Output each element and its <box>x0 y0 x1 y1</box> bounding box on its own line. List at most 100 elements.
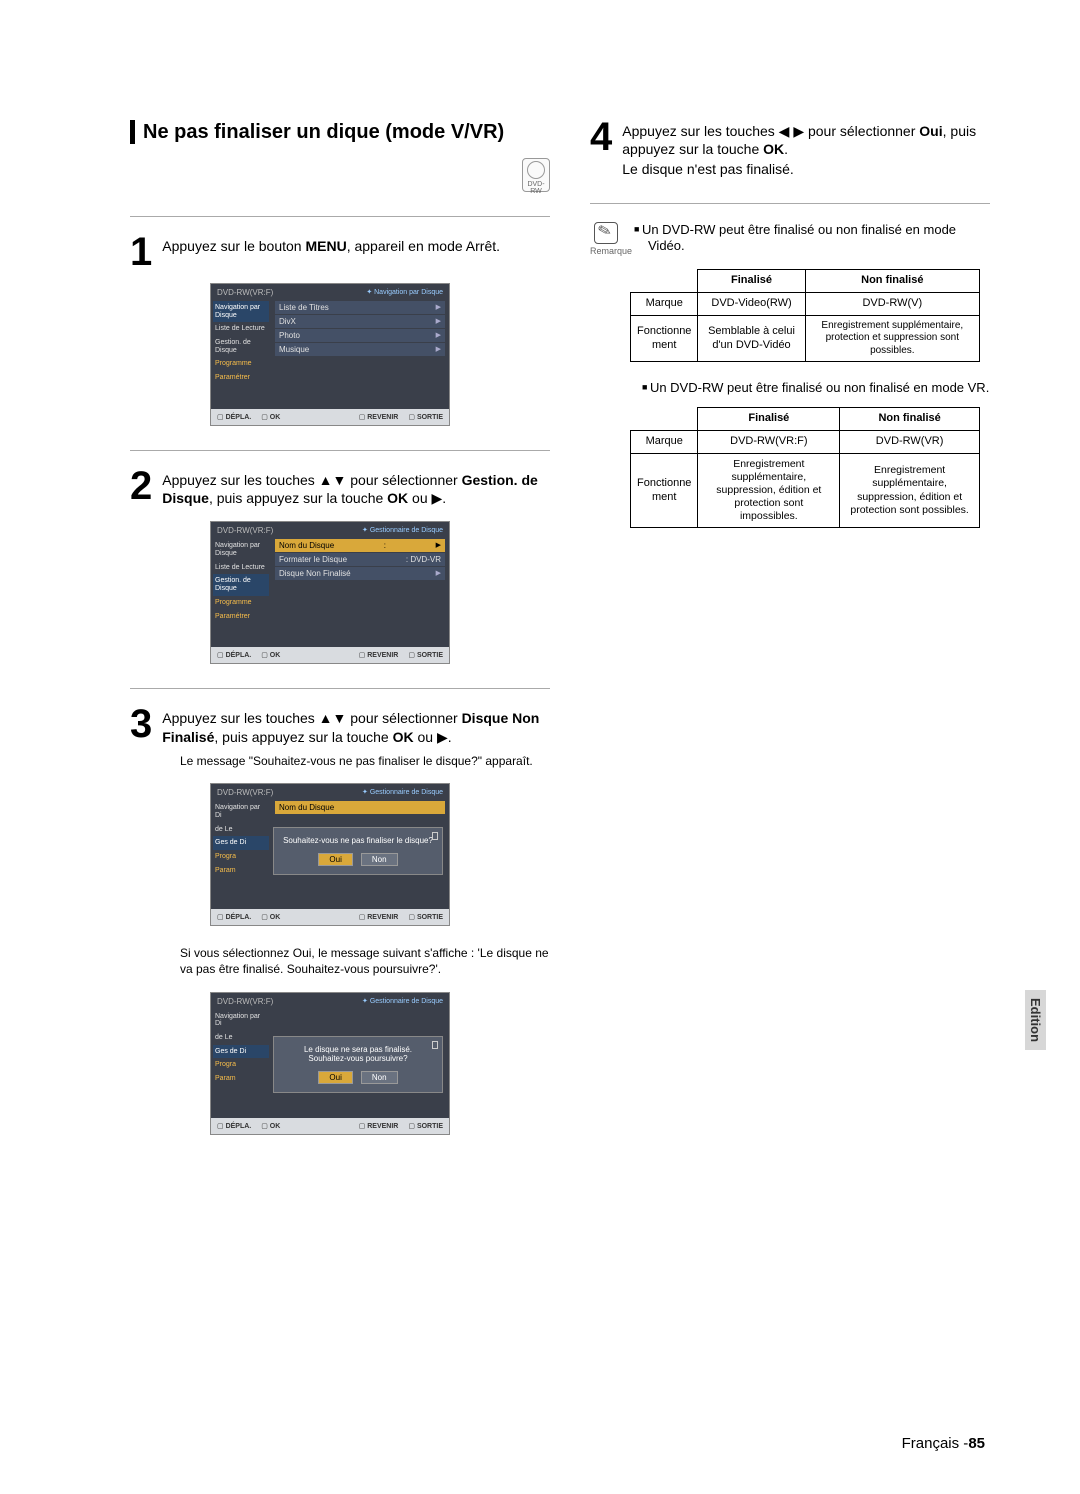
step-3-sub: Le message "Souhaitez-vous ne pas finali… <box>180 754 550 770</box>
sb-item: Gestion. de Disque <box>213 574 269 595</box>
osd-dialog: Souhaitez-vous ne pas finaliser le disqu… <box>273 827 443 875</box>
btn-non: Non <box>361 853 398 866</box>
title-text: Ne pas finaliser un dique (mode V/VR) <box>143 120 504 144</box>
sb-item: Liste de Lecture <box>213 561 269 575</box>
txt-bold: MENU <box>305 238 346 254</box>
td: Enregistrement supplémen­taire, suppress… <box>840 453 980 528</box>
sb-item: Paramétrer <box>213 610 269 624</box>
sb-item: Navigation par Disque <box>213 539 269 560</box>
sb-item: de Le <box>213 1031 269 1045</box>
sb-item: Navigation par Di <box>213 801 269 822</box>
sb-item: de Le <box>213 823 269 837</box>
step-number: 3 <box>130 707 152 745</box>
osd-screenshot-1: DVD-RW(VR:F) ✦ Navigation par Disque Navi… <box>210 283 450 426</box>
disc-label: DVD-RW <box>527 181 544 195</box>
separator <box>130 450 550 451</box>
note-icon: Remarque <box>590 222 622 256</box>
th: Non finalisé <box>840 408 980 431</box>
sb-item: Param <box>213 1072 269 1086</box>
td: DVD-RW(VR:F) <box>698 430 840 453</box>
sb-item: Progra <box>213 850 269 864</box>
txt: , appareil en mode Arrêt. <box>347 238 500 254</box>
sb-item: Param <box>213 864 269 878</box>
note-2: Un DVD-RW peut être finalisé ou non fina… <box>642 380 990 397</box>
separator <box>590 203 990 204</box>
step-number: 2 <box>130 469 152 507</box>
osd-sidebar: Navigation par Disque Liste de Lecture G… <box>211 299 271 409</box>
step-3: 3 Appuyez sur les touches ▲▼ pour sélect… <box>130 707 550 745</box>
td: Marque <box>631 293 698 316</box>
sb-item: Progra <box>213 1058 269 1072</box>
step-4: 4 Appuyez sur les touches ◀ ▶ pour sélec… <box>590 120 990 179</box>
step-3b: Si vous sélectionnez Oui, le message sui… <box>180 946 550 977</box>
section-title: Ne pas finaliser un dique (mode V/VR) <box>130 120 550 144</box>
td: DVD-RW(V) <box>805 293 979 316</box>
osd-screenshot-3: DVD-RW(VR:F)✦ Gestionnaire de Disque Nav… <box>210 783 450 926</box>
note-1: Un DVD-RW peut être finalisé ou non fina… <box>634 222 990 256</box>
page-footer: Français -85 <box>902 1435 985 1452</box>
menu-item: Photo <box>279 331 300 340</box>
menu-item: Disque Non Finalisé <box>279 569 351 578</box>
step-number: 1 <box>130 235 152 269</box>
menu-item: Nom du Disque <box>279 541 334 550</box>
table-video-mode: Finalisé Non finalisé Marque DVD-Video(R… <box>630 269 980 362</box>
disc-type-icon: DVD-RW <box>522 158 550 192</box>
osd-screenshot-4: DVD-RW(VR:F)✦ Gestionnaire de Disque Nav… <box>210 992 450 1135</box>
step-4-sub: Le disque n'est pas finalisé. <box>622 160 990 178</box>
step-text: Appuyez sur le bouton MENU, appareil en … <box>162 235 500 269</box>
step-1: 1 Appuyez sur le bouton MENU, appareil e… <box>130 235 550 269</box>
th: Finalisé <box>698 270 805 293</box>
sb-item: Gestion. de Disque <box>213 336 269 357</box>
menu-item: Liste de Titres <box>279 303 329 312</box>
th: Finalisé <box>698 408 840 431</box>
note-label: Remarque <box>590 246 632 256</box>
osd-footer: ▢ DÉPLA. ▢ OK ▢ REVENIR ▢ SORTIE <box>211 409 449 425</box>
separator <box>130 216 550 217</box>
step-text: Appuyez sur les touches ◀ ▶ pour sélecti… <box>622 120 990 179</box>
td: Semblable à celui d'un DVD-Vidéo <box>698 315 805 362</box>
td: Enregistrement supplémentaire, protectio… <box>805 315 979 362</box>
td: Fonctionne ment <box>631 453 698 528</box>
osd-header-right: ✦ Navigation par Disque <box>366 288 443 297</box>
title-bar <box>130 120 135 144</box>
osd-screenshot-2: DVD-RW(VR:F)✦ Gestionnaire de Disque Nav… <box>210 521 450 664</box>
osd-main: Liste de Titres▶ DivX▶ Photo▶ Musique▶ <box>271 299 449 409</box>
menu-item: Nom du Disque <box>279 803 334 812</box>
dialog-text: Le disque ne sera pas finalisé. <box>280 1045 436 1054</box>
side-tab: Edition <box>1025 990 1046 1050</box>
step-number: 4 <box>590 120 612 179</box>
td: Fonctionne ment <box>631 315 698 362</box>
txt: Appuyez sur le bouton <box>162 238 305 254</box>
note-block: Remarque Un DVD-RW peut être finalisé ou… <box>590 222 990 260</box>
osd-dialog-2: Le disque ne sera pas finalisé. Souhaite… <box>273 1036 443 1093</box>
sb-item: Paramétrer <box>213 371 269 385</box>
td: DVD-Video(RW) <box>698 293 805 316</box>
sb-item: Ges de Di <box>213 836 269 850</box>
btn-oui: Oui <box>318 853 352 866</box>
btn-non: Non <box>361 1071 398 1084</box>
sb-item: Navigation par Disque <box>213 301 269 322</box>
sb-item: Programme <box>213 596 269 610</box>
sb-item: Ges de Di <box>213 1045 269 1059</box>
footer-page: 85 <box>968 1435 985 1452</box>
step-text: Appuyez sur les touches ▲▼ pour sélectio… <box>162 469 550 507</box>
step-text: Appuyez sur les touches ▲▼ pour sélectio… <box>162 707 550 745</box>
btn-oui: Oui <box>318 1071 352 1084</box>
sb-item: Navigation par Di <box>213 1010 269 1031</box>
osd-header-left: DVD-RW(VR:F) <box>217 288 273 297</box>
td: Enregistrement supplémen­taire, suppress… <box>698 453 840 528</box>
separator <box>130 688 550 689</box>
step-2: 2 Appuyez sur les touches ▲▼ pour sélect… <box>130 469 550 507</box>
dialog-text: Souhaitez-vous poursuivre? <box>280 1054 436 1063</box>
footer-lang: Français - <box>902 1435 969 1452</box>
sb-item: Liste de Lecture <box>213 322 269 336</box>
th: Non finalisé <box>805 270 979 293</box>
dialog-text: Souhaitez-vous ne pas finaliser le disqu… <box>280 836 436 845</box>
td: Marque <box>631 430 698 453</box>
sb-item: Programme <box>213 357 269 371</box>
table-vr-mode: Finalisé Non finalisé Marque DVD-RW(VR:F… <box>630 407 980 528</box>
menu-item: Musique <box>279 345 309 354</box>
menu-item: DivX <box>279 317 296 326</box>
menu-item: Formater le Disque <box>279 555 347 564</box>
td: DVD-RW(VR) <box>840 430 980 453</box>
